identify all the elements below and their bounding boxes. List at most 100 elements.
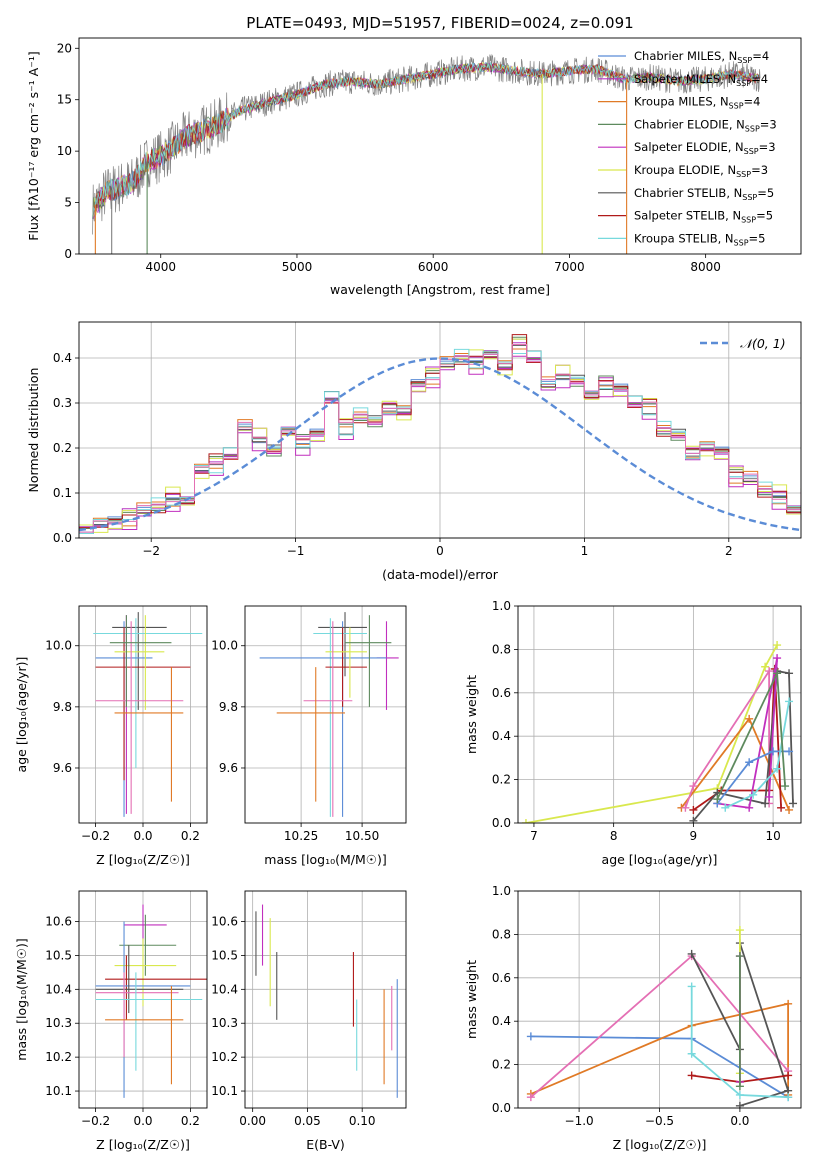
mass-vs-EBV-frame xyxy=(244,890,407,1109)
weight-vs-Z-marker xyxy=(784,1071,793,1080)
weight-vs-age-marker xyxy=(777,803,786,812)
weight-vs-age-ylabel: mass weight xyxy=(464,675,479,754)
weight-vs-Z-marker xyxy=(784,1093,793,1102)
weight-vs-age-marker xyxy=(749,790,758,799)
mass-vs-Z-xtick-label: −0.2 xyxy=(81,1114,110,1128)
age-vs-Z-frame xyxy=(78,605,208,824)
weight-vs-Z-ytick-label: 0.0 xyxy=(492,1101,511,1115)
mass-vs-Z-ytick-label: 10.5 xyxy=(45,948,72,962)
weight-vs-age-marker xyxy=(689,805,698,814)
weight-vs-age-lines xyxy=(521,641,798,823)
age-vs-Z-ytick-label: 9.8 xyxy=(53,700,72,714)
age-vs-Z-xtick-label: 0.0 xyxy=(133,829,152,843)
residuals-xtick-label: 2 xyxy=(725,544,733,558)
spectrum-xtick-label: 5000 xyxy=(282,260,313,274)
spectrum-ytick-label: 5 xyxy=(64,196,72,210)
weight-vs-age-marker xyxy=(521,819,530,823)
spectrum-ytick-label: 20 xyxy=(57,41,72,55)
weight-vs-age-marker xyxy=(761,662,770,671)
residuals-xtick-label: −1 xyxy=(287,544,305,558)
weight-vs-Z-ylabel: mass weight xyxy=(464,960,479,1039)
weight-vs-age-series-kroupa_elodie xyxy=(525,644,778,823)
residuals-xtick-label: 0 xyxy=(436,544,444,558)
spectrum-ytick-label: 10 xyxy=(57,144,72,158)
age-vs-Z-ylabel: age [log₁₀(age/yr)] xyxy=(14,657,29,773)
mass-vs-EBV-ytick-label: 10.1 xyxy=(211,1084,238,1098)
residuals-xlabel: (data-model)/error xyxy=(382,567,499,582)
weight-vs-age-marker xyxy=(689,782,698,791)
age-vs-Z-xlabel: Z [log₁₀(Z/Z☉)] xyxy=(96,852,190,867)
mass-vs-EBV-ytick-label: 10.3 xyxy=(211,1016,238,1030)
mass-vs-EBV-xtick-label: 0.00 xyxy=(239,1114,266,1128)
weight-vs-Z-frame xyxy=(517,890,802,1109)
residual-histograms xyxy=(79,334,801,534)
age-vs-Z-xtick-label: 0.2 xyxy=(181,829,200,843)
weight-vs-Z-marker xyxy=(526,1093,535,1102)
weight-vs-age-series-pink xyxy=(684,668,770,809)
weight-vs-age-marker xyxy=(781,782,790,791)
weight-vs-Z-marker xyxy=(735,952,744,961)
weight-vs-Z-ytick-label: 0.6 xyxy=(492,971,511,985)
spectrum-lines xyxy=(92,53,761,254)
figure-title: PLATE=0493, MJD=51957, FIBERID=0024, z=0… xyxy=(246,14,633,32)
weight-vs-age-marker xyxy=(689,816,698,823)
mass-vs-Z-xtick-label: 0.0 xyxy=(133,1114,152,1128)
normal-legend-label: 𝒩(0, 1) xyxy=(740,336,786,351)
age-vs-mass-xtick-label: 10.25 xyxy=(284,829,318,843)
spectrum-legend-entry: Chabrier STELIB, NSSP=5 xyxy=(634,186,774,202)
weight-vs-Z-marker xyxy=(687,982,696,991)
weight-vs-Z-marker xyxy=(735,926,744,935)
mass-vs-EBV-ytick-label: 10.4 xyxy=(211,982,238,996)
weight-vs-age-frame xyxy=(517,605,802,824)
weight-vs-age-axes: 7 8 9 10 0.0 0.2 0.4 0.6 0.8 1.0 xyxy=(492,599,801,843)
weight-vs-age-marker xyxy=(765,667,774,676)
residuals-xtick-label: −2 xyxy=(142,544,160,558)
mass-vs-Z-xtick-label: 0.2 xyxy=(181,1114,200,1128)
mass-vs-Z-xlabel: Z [log₁₀(Z/Z☉)] xyxy=(96,1137,190,1152)
mass-vs-EBV-xtick-label: 0.05 xyxy=(294,1114,321,1128)
weight-vs-age-marker xyxy=(785,697,794,706)
age-vs-mass-xtick-label: 10.50 xyxy=(345,829,379,843)
weight-vs-age-series-salpeter_elodie xyxy=(717,657,778,809)
residuals-ytick-label: 0.2 xyxy=(53,441,72,455)
weight-vs-Z-ytick-label: 0.8 xyxy=(492,927,511,941)
weight-vs-Z-xtick-label: 0.0 xyxy=(730,1114,749,1128)
residuals-ytick-label: 0.3 xyxy=(53,396,72,410)
weight-vs-Z-axes: −1.0 −0.5 0.0 0.0 0.2 0.4 0.6 0.8 1.0 xyxy=(492,884,801,1128)
spectrum-legend-entry: Kroupa ELODIE, NSSP=3 xyxy=(634,163,768,179)
weight-vs-age-series-kroupa_stelib xyxy=(724,701,790,809)
spectrum-frame xyxy=(78,37,802,255)
weight-vs-age-marker xyxy=(765,792,774,801)
age-vs-Z-axes: −0.2 0.0 0.2 9.6 9.8 10.0 xyxy=(45,606,207,843)
weight-vs-age-xtick-label: 7 xyxy=(530,829,538,843)
weight-vs-age-marker xyxy=(785,805,794,814)
residual-hist-pink xyxy=(79,344,801,533)
age-vs-mass-ytick-label: 9.6 xyxy=(219,761,238,775)
spectrum-model-chabrier_stelib xyxy=(92,62,760,219)
weight-vs-Z-ytick-label: 1.0 xyxy=(492,884,511,898)
spectrum-legend-entry: Salpeter ELODIE, NSSP=3 xyxy=(634,140,776,156)
weight-vs-age-marker xyxy=(785,669,794,678)
age-vs-mass-ytick-label: 10.0 xyxy=(211,639,238,653)
spectrum-legend-entry: Chabrier MILES, NSSP=4 xyxy=(634,49,769,65)
mass-vs-EBV-xlabel: E(B-V) xyxy=(306,1137,345,1152)
age-vs-mass-xlabel: mass [log₁₀(M/M☉)] xyxy=(264,852,386,867)
weight-vs-Z-xtick-label: −0.5 xyxy=(645,1114,674,1128)
weight-vs-age-marker xyxy=(769,747,778,756)
mass-vs-Z-frame xyxy=(78,890,208,1109)
weight-vs-Z-lines xyxy=(526,926,793,1108)
weight-vs-age-marker xyxy=(745,803,754,812)
weight-vs-age-xtick-label: 8 xyxy=(610,829,618,843)
weight-vs-age-marker xyxy=(785,747,794,756)
age-vs-mass-frame xyxy=(244,605,407,824)
weight-vs-Z-marker xyxy=(735,1082,744,1091)
weight-vs-age-ytick-label: 0.2 xyxy=(492,773,511,787)
spectrum-legend-entry: Kroupa STELIB, NSSP=5 xyxy=(634,231,765,247)
weight-vs-Z-xlabel: Z [log₁₀(Z/Z☉)] xyxy=(613,1137,707,1152)
weight-vs-age-marker xyxy=(721,803,730,812)
spectrum-legend-entry: Salpeter STELIB, NSSP=5 xyxy=(634,209,773,225)
weight-vs-Z-xtick-label: −1.0 xyxy=(565,1114,594,1128)
